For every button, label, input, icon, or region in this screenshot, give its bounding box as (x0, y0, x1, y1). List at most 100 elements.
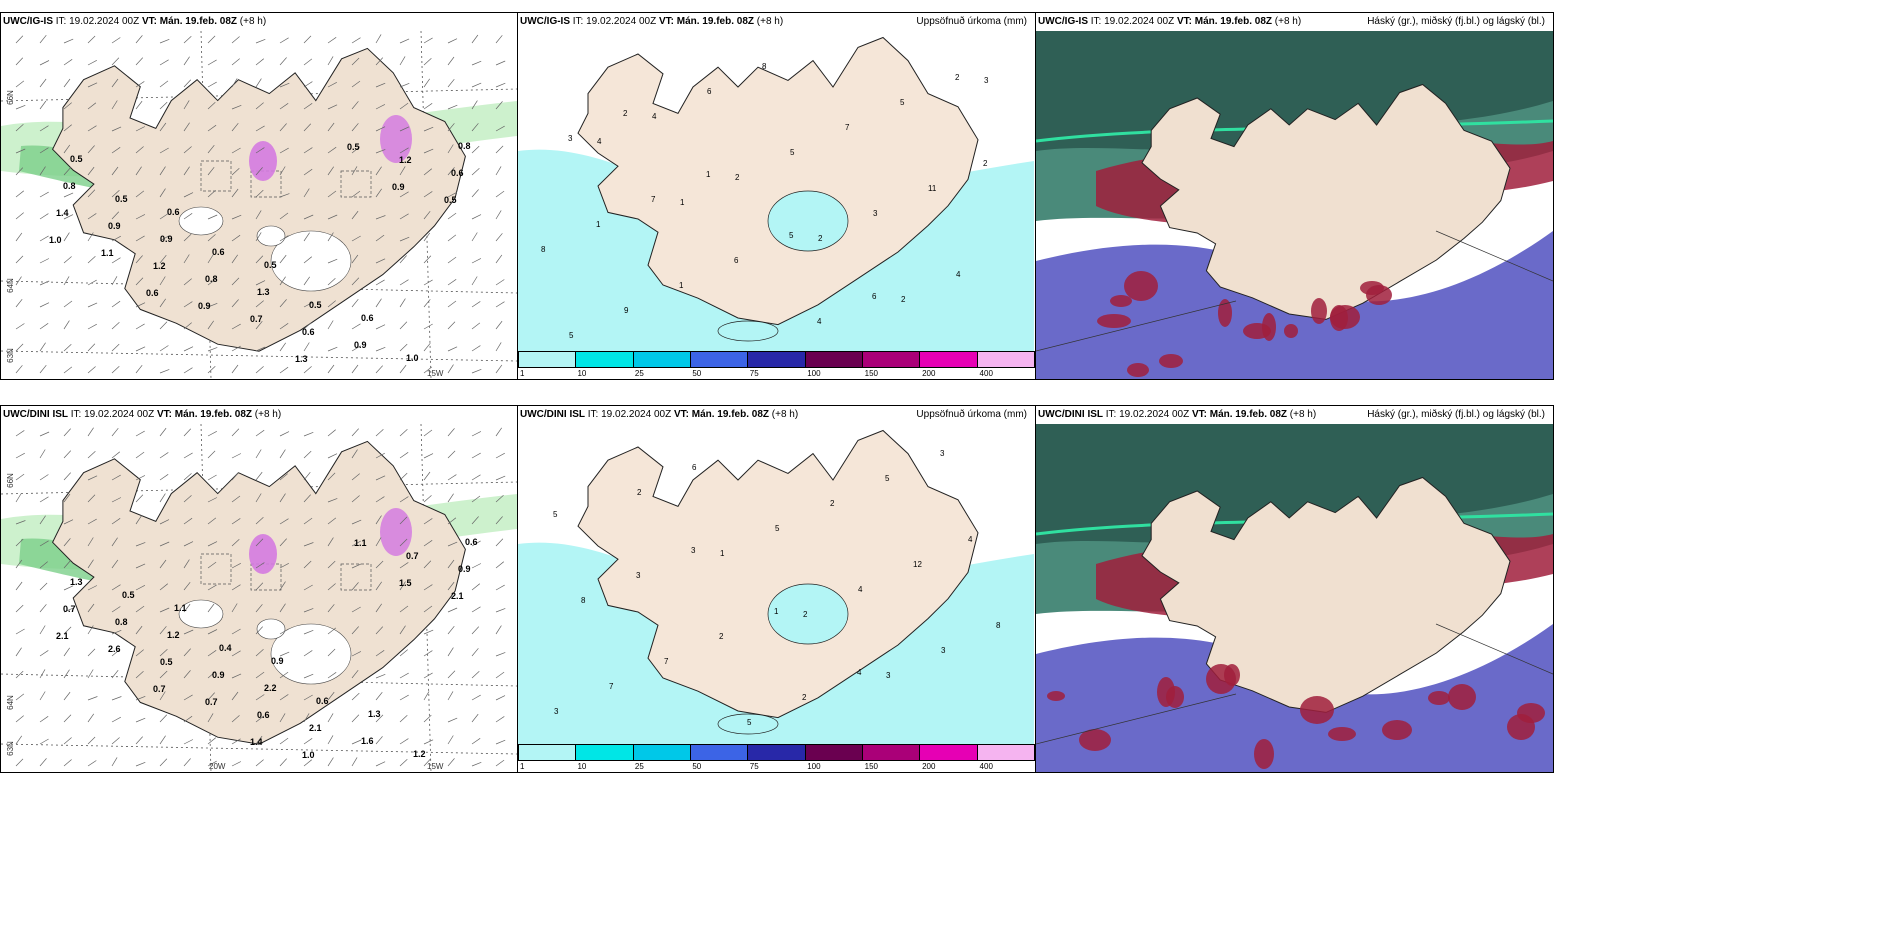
issue-time: IT: 19.02.2024 00Z (572, 16, 657, 27)
precip-value-label: 0.5 (309, 300, 322, 310)
wind-barb (87, 279, 97, 286)
wind-barb (471, 276, 478, 286)
precip-value-label: 1.3 (368, 709, 381, 719)
wind-barb (15, 628, 25, 635)
lead-time: (+8 h) (239, 16, 267, 27)
wind-barb (207, 124, 217, 132)
wind-barb (423, 255, 432, 264)
lead-time: (+8 h) (1274, 16, 1302, 27)
wind-barb (351, 692, 360, 701)
wind-barb (135, 605, 145, 613)
wind-barb (63, 669, 70, 679)
precip-value-label: 3 (568, 134, 573, 143)
hatched-area (200, 553, 232, 585)
precip-value-label: 3 (984, 76, 989, 85)
wind-barb (87, 343, 96, 352)
wind-barb (207, 737, 217, 745)
wind-barb (207, 144, 215, 154)
wind-barb (15, 538, 24, 547)
wind-barb (111, 166, 119, 176)
wind-barb (183, 301, 193, 308)
wind-barb (63, 124, 72, 132)
valid-time: Mán. 19.feb. 08Z (691, 409, 769, 420)
wind-barb (279, 147, 289, 154)
precip-area-heavy (249, 534, 277, 574)
wind-barb (255, 649, 264, 657)
wind-barb (447, 450, 456, 459)
wind-barb (495, 427, 502, 437)
wind-barb (87, 669, 94, 679)
wind-barb (447, 735, 454, 745)
wind-barb (255, 449, 262, 459)
wind-barb (111, 37, 121, 44)
wind-barb (399, 672, 409, 679)
wind-barb (87, 736, 96, 745)
wind-barb (87, 603, 95, 613)
legend-color-cell (576, 352, 634, 367)
precip-value-label: 1.1 (101, 248, 114, 258)
wind-barb (447, 104, 458, 110)
wind-barb (87, 475, 98, 481)
wind-barb (15, 343, 24, 352)
wind-barb (447, 191, 457, 198)
precip-value-label: 7 (664, 657, 669, 666)
wind-barb (255, 471, 263, 481)
wind-barb (327, 346, 338, 352)
wind-barb (231, 650, 241, 657)
wind-precip-map: 1.1 0.9 1.3 0.6 0.5 0.4 0.6 1.2 1.3 1.2 2.2 1.6 0.9 0… (1, 424, 517, 772)
wind-barb (303, 584, 313, 591)
precip-value-label: 11 (928, 184, 937, 193)
wind-barb (351, 37, 361, 44)
precip-value-label: 0.6 (146, 288, 159, 298)
valid-time-label: VT: (1176, 16, 1192, 27)
wind-barb (111, 716, 121, 723)
wind-barb (135, 761, 146, 767)
wind-barb (303, 560, 312, 569)
precip-value-label: 4 (652, 112, 657, 121)
legend-color-cell (805, 352, 863, 367)
wind-barb (183, 428, 192, 437)
wind-barb (327, 104, 338, 110)
wind-barb (471, 345, 481, 352)
wind-barb (207, 497, 218, 503)
wind-barb (375, 691, 383, 701)
valid-time: Mán. 19.feb. 08Z (676, 16, 754, 27)
wind-barb (15, 758, 24, 767)
wind-barb (423, 739, 434, 745)
wind-barb (183, 233, 192, 242)
wind-barb (207, 254, 214, 264)
wind-barb (135, 494, 144, 503)
wind-barb (495, 759, 505, 767)
wind-barb (399, 38, 410, 44)
wind-barb (471, 301, 481, 308)
valid-time-label: VT: (141, 16, 157, 27)
wind-barb (63, 214, 74, 220)
legend-color-cell (633, 745, 691, 760)
wind-barb (135, 166, 142, 176)
wind-barb (183, 35, 192, 44)
wind-barb (39, 582, 48, 591)
wind-barb (135, 323, 145, 330)
wind-barb (495, 452, 505, 459)
wind-barb (495, 166, 502, 176)
wind-barb (159, 735, 166, 745)
wind-barb (375, 581, 382, 591)
precip-value-label: 2 (803, 610, 808, 619)
wind-barb (63, 691, 71, 701)
wind-barb (327, 472, 336, 481)
wind-barb (255, 735, 263, 745)
wind-barb (303, 759, 313, 767)
wind-barb (327, 735, 334, 745)
wind-barb (423, 37, 433, 44)
latitude-line (1, 673, 517, 687)
legend-color-cell (862, 352, 921, 367)
mid-cloud-patch (1110, 295, 1132, 307)
wind-barb (351, 298, 359, 308)
wind-barb (207, 190, 216, 198)
wind-barb (63, 450, 72, 459)
wind-barb (303, 542, 314, 547)
panel-top-mid: UWC/IG-IS IT: 19.02.2024 00Z VT: Mán. 19… (517, 12, 1036, 380)
wind-barb (351, 714, 360, 723)
precip-value-label: 1.0 (49, 235, 62, 245)
wind-barb (495, 254, 503, 264)
